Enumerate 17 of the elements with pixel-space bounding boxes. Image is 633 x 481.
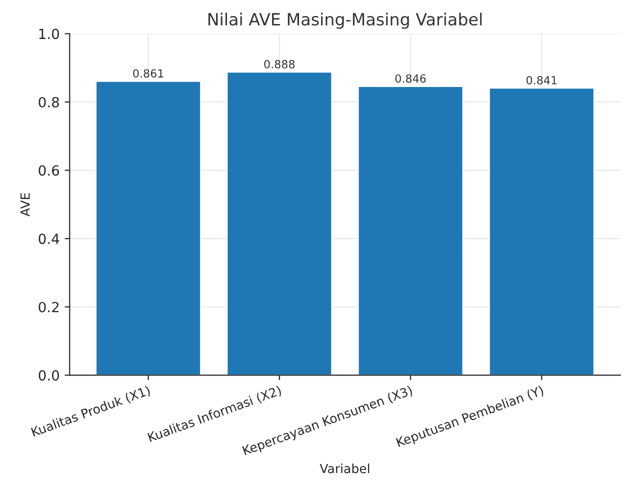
y-tick-label: 0.0 (38, 370, 59, 381)
bar (488, 87, 595, 376)
data-label: 0.888 (264, 60, 295, 68)
bar (95, 80, 202, 376)
bar (357, 86, 464, 376)
data-label: 0.846 (395, 74, 426, 83)
chart-title: Nilai AVE Masing-Masing Variabel (208, 12, 482, 29)
y-tick-label: 0.4 (38, 234, 60, 244)
x-axis-title: Variabel (320, 464, 370, 474)
y-tick-label: 0.2 (38, 302, 59, 312)
y-tick-label: 0.6 (38, 165, 60, 176)
y-tick-label: 0.8 (38, 96, 59, 108)
data-label: 0.841 (526, 76, 557, 84)
y-tick-label: 1.0 (39, 28, 59, 40)
y-axis-title: AVE (20, 193, 30, 216)
data-label: 0.861 (133, 69, 164, 78)
bar (226, 71, 333, 376)
